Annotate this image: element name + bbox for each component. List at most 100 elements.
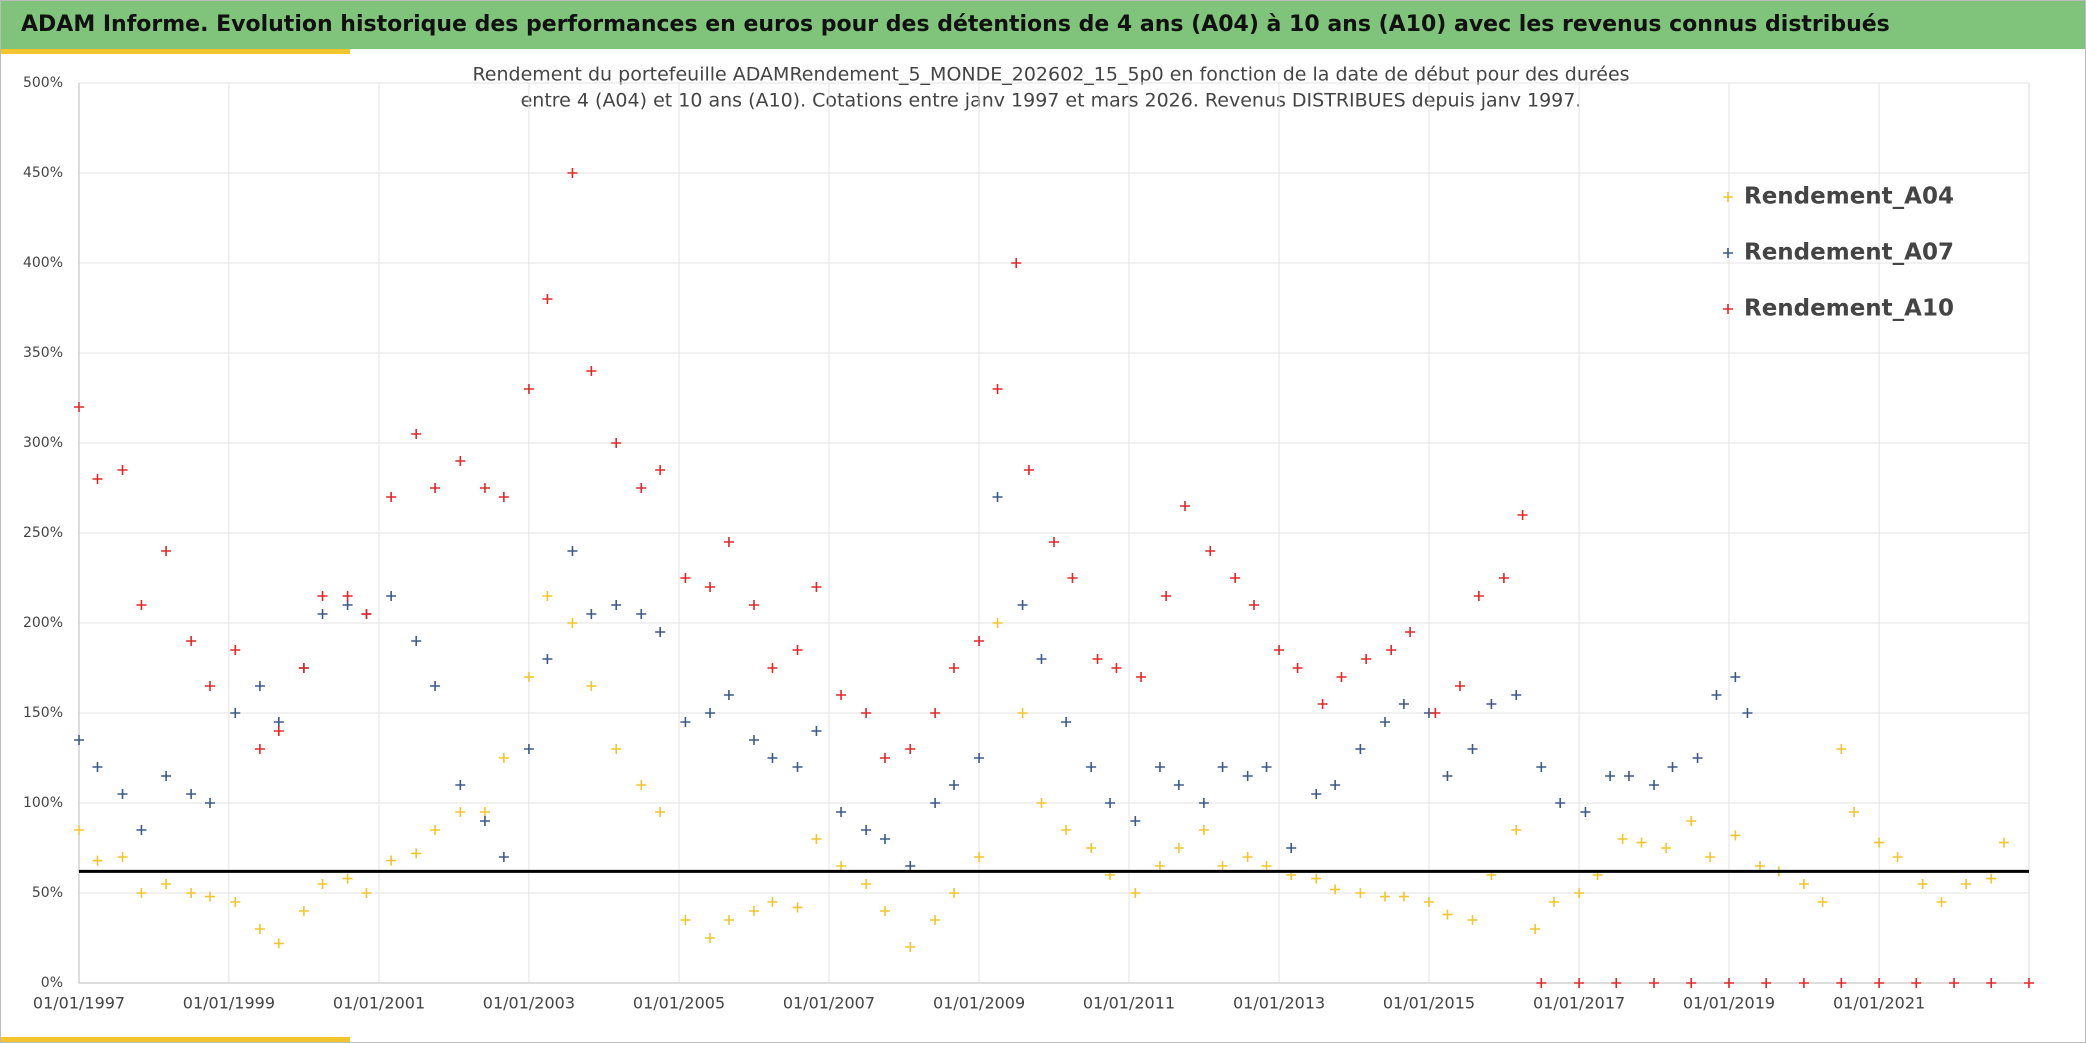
point xyxy=(74,402,84,412)
point xyxy=(230,897,241,907)
point xyxy=(455,456,466,466)
accent-bottom xyxy=(1,1037,350,1042)
point xyxy=(1105,798,1116,808)
point xyxy=(1892,852,1903,862)
point xyxy=(836,807,847,817)
point xyxy=(1617,834,1628,844)
point xyxy=(1398,699,1409,709)
point xyxy=(655,807,666,817)
point xyxy=(680,717,691,727)
point xyxy=(498,753,509,763)
point xyxy=(542,591,553,601)
point xyxy=(1754,861,1765,871)
point xyxy=(92,474,103,484)
point xyxy=(1761,978,1772,988)
point xyxy=(430,681,441,691)
point xyxy=(1067,573,1078,583)
point xyxy=(680,573,691,583)
point xyxy=(1498,573,1509,583)
x-tick-label: 01/01/2001 xyxy=(333,994,425,1013)
point xyxy=(992,384,1003,394)
point xyxy=(230,645,241,655)
y-tick-label: 400% xyxy=(23,255,63,271)
point xyxy=(905,861,916,871)
point xyxy=(1130,816,1141,826)
point xyxy=(479,816,490,826)
point xyxy=(1849,807,1860,817)
point xyxy=(1549,897,1560,907)
point xyxy=(636,780,647,790)
point xyxy=(74,825,84,835)
point xyxy=(205,798,216,808)
point xyxy=(1011,258,1022,268)
point xyxy=(1998,837,2009,848)
point xyxy=(748,735,759,745)
point xyxy=(273,938,284,949)
point xyxy=(1355,744,1366,754)
point xyxy=(1536,762,1547,772)
point xyxy=(974,852,985,862)
point xyxy=(1661,843,1672,853)
point xyxy=(542,294,553,304)
point xyxy=(811,726,822,736)
point xyxy=(430,825,441,835)
point xyxy=(1130,888,1141,898)
y-tick-label: 500% xyxy=(23,75,63,91)
point xyxy=(811,834,822,844)
point xyxy=(1249,600,1260,610)
point xyxy=(655,627,666,637)
point xyxy=(1798,879,1809,889)
x-tick-label: 01/01/2011 xyxy=(1083,994,1175,1013)
point xyxy=(1242,852,1253,862)
point xyxy=(1355,888,1366,898)
point xyxy=(1636,837,1647,848)
point xyxy=(567,546,578,556)
point xyxy=(136,888,147,898)
point xyxy=(1380,891,1391,902)
point xyxy=(1336,672,1347,682)
point xyxy=(1486,699,1497,709)
point xyxy=(1442,771,1453,781)
x-tick-label: 01/01/2003 xyxy=(483,994,575,1013)
point xyxy=(205,681,216,691)
point xyxy=(1380,717,1391,727)
point xyxy=(723,690,734,700)
point xyxy=(930,798,941,808)
accent-top xyxy=(1,49,350,54)
point xyxy=(186,789,197,799)
point xyxy=(1330,780,1341,790)
point xyxy=(1574,978,1585,988)
point xyxy=(1936,897,1947,907)
point xyxy=(905,942,916,952)
point xyxy=(254,744,265,754)
x-tick-label: 01/01/1999 xyxy=(183,994,275,1013)
point xyxy=(723,537,734,547)
point xyxy=(1874,978,1885,988)
point xyxy=(254,681,265,691)
point xyxy=(1686,816,1697,826)
point xyxy=(386,492,397,502)
point xyxy=(1161,591,1172,601)
point xyxy=(92,762,103,772)
point xyxy=(1217,861,1228,871)
point xyxy=(1686,978,1697,988)
point xyxy=(1405,627,1416,637)
point xyxy=(792,762,803,772)
point xyxy=(317,591,328,601)
point xyxy=(992,618,1003,628)
point xyxy=(567,168,578,178)
point xyxy=(1798,978,1809,988)
legend-label: Rendement_A04 xyxy=(1744,184,1954,210)
point xyxy=(361,609,372,619)
point xyxy=(1949,978,1960,988)
point xyxy=(1836,978,1847,988)
chart-title: entre 4 (A04) et 10 ans (A10). Cotations… xyxy=(521,90,1582,112)
point xyxy=(1317,699,1328,709)
point xyxy=(1423,897,1434,907)
point xyxy=(636,609,647,619)
point xyxy=(1230,573,1241,583)
point xyxy=(611,744,622,754)
point xyxy=(1361,654,1372,664)
point xyxy=(1836,744,1847,754)
